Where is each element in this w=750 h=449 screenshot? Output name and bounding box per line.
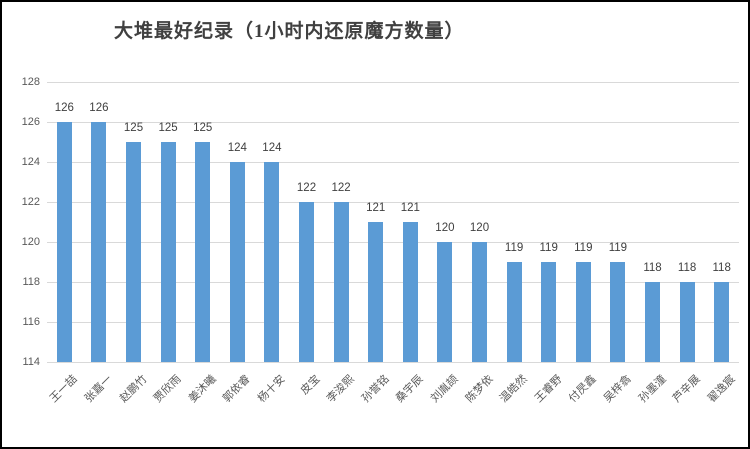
bar xyxy=(229,162,245,362)
gridline xyxy=(47,82,739,83)
bar xyxy=(299,202,314,362)
x-category-label: 姜沐曦 xyxy=(186,373,219,405)
chart-title: 大堆最好纪录（1小时内还原魔方数量） xyxy=(114,21,465,42)
bar-value-label: 126 xyxy=(89,102,109,114)
x-category-label: 翟逸宸 xyxy=(705,373,738,405)
bar xyxy=(368,222,384,362)
bar-value-label: 122 xyxy=(296,182,317,194)
bar-value-label: 119 xyxy=(539,242,558,254)
bar xyxy=(195,142,211,362)
x-category-label: 孙誉铭 xyxy=(359,373,392,405)
bar xyxy=(264,162,280,362)
bar xyxy=(126,142,141,362)
bar-value-label: 119 xyxy=(574,242,593,254)
bar-value-label: 124 xyxy=(227,142,247,154)
bar-value-label: 120 xyxy=(469,222,490,234)
bar xyxy=(160,142,176,362)
bar-value-label: 121 xyxy=(400,202,420,214)
x-category-label: 杨十安 xyxy=(255,373,288,405)
x-category-label: 王一喆 xyxy=(48,373,80,405)
y-axis-tick-label: 128 xyxy=(21,76,40,88)
x-category-label: 孙墨潼 xyxy=(636,373,669,405)
bar xyxy=(506,262,522,362)
bar-value-label: 122 xyxy=(331,182,351,194)
bar-value-label: 125 xyxy=(123,122,144,134)
bar-value-label: 125 xyxy=(158,122,178,134)
y-axis-tick-label: 116 xyxy=(22,316,40,328)
y-axis-tick-label: 118 xyxy=(22,276,40,288)
bar-value-label: 120 xyxy=(435,222,455,234)
gridline xyxy=(47,282,739,283)
bar-value-label: 126 xyxy=(54,102,74,114)
gridline xyxy=(47,122,739,123)
bar-value-label: 125 xyxy=(193,122,213,134)
x-category-label: 赵鹏竹 xyxy=(117,373,150,405)
bar xyxy=(714,282,730,362)
x-category-label: 芦辛展 xyxy=(670,373,703,405)
bar-value-label: 124 xyxy=(262,142,282,154)
y-axis-tick-label: 120 xyxy=(21,236,40,248)
bar xyxy=(91,122,107,362)
bar xyxy=(610,262,626,362)
x-category-label: 桑宇辰 xyxy=(394,373,426,405)
bar xyxy=(575,262,591,362)
x-category-label: 温皓然 xyxy=(497,373,530,405)
y-axis-tick-label: 122 xyxy=(21,196,40,208)
bar xyxy=(472,242,487,362)
x-category-label: 李浚熙 xyxy=(324,373,357,405)
x-category-label: 贾欣雨 xyxy=(151,373,184,405)
x-category-label: 张嘉一 xyxy=(82,373,115,405)
y-axis-tick-label: 114 xyxy=(22,356,40,368)
bar xyxy=(402,222,418,362)
bar-value-label: 118 xyxy=(677,262,697,274)
gridline xyxy=(47,362,739,363)
bar xyxy=(541,262,557,362)
bar xyxy=(333,202,349,362)
x-category-label: 皮宝 xyxy=(298,373,323,398)
x-category-label: 刘胤颉 xyxy=(428,373,461,405)
bar-value-label: 121 xyxy=(366,202,386,214)
gridline xyxy=(47,202,739,203)
x-category-label: 吴梓翕 xyxy=(601,373,634,405)
bar xyxy=(645,282,660,362)
bar xyxy=(437,242,453,362)
gridline xyxy=(47,162,739,163)
bar-value-label: 118 xyxy=(643,262,662,274)
x-category-label: 王睿野 xyxy=(532,373,565,405)
bar-value-label: 118 xyxy=(712,262,731,274)
bar-value-label: 119 xyxy=(504,242,524,254)
gridline xyxy=(47,322,739,323)
x-category-label: 陈梦依 xyxy=(463,373,496,405)
x-category-label: 付昃鑫 xyxy=(567,373,599,405)
bar xyxy=(679,282,695,362)
y-axis-tick-label: 126 xyxy=(21,116,40,128)
gridline xyxy=(47,242,739,243)
bar-value-label: 119 xyxy=(608,242,628,254)
x-category-label: 郭依睿 xyxy=(221,373,253,405)
y-axis-tick-label: 124 xyxy=(21,156,40,168)
bar xyxy=(56,122,72,362)
